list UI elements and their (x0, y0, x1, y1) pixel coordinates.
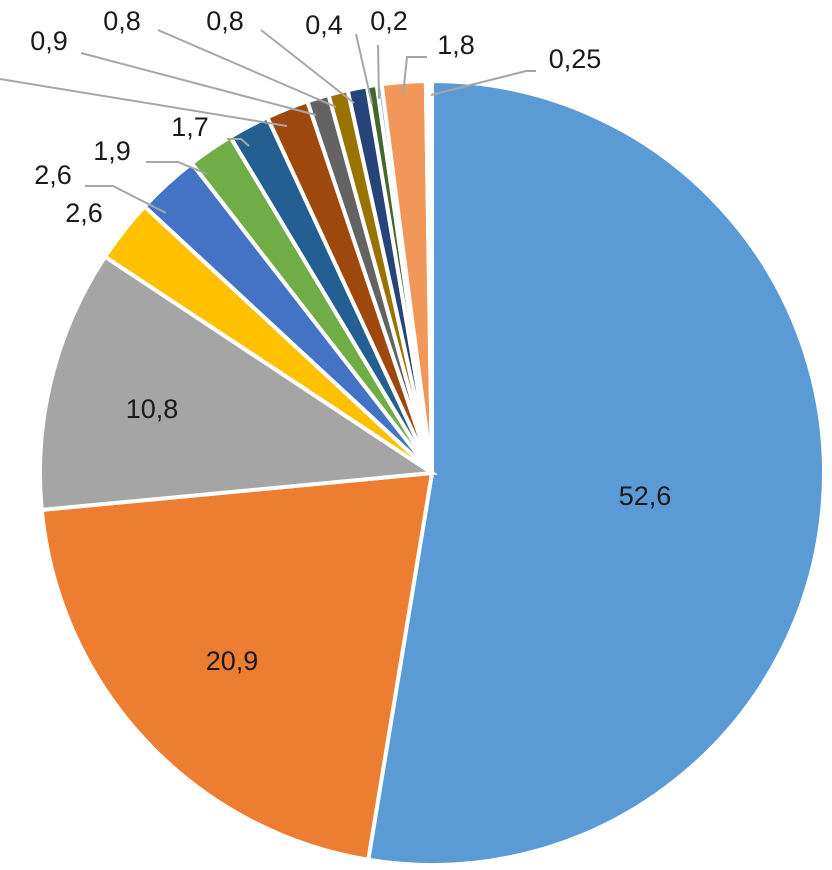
data-label: 0,8 (206, 6, 244, 36)
pie-slice (38, 253, 438, 513)
leader-line (430, 70, 536, 96)
pie-slice (39, 470, 435, 863)
leader-line (0, 78, 288, 127)
data-label: 0,4 (305, 10, 343, 40)
leader-line (146, 161, 208, 175)
data-label: 52,6 (619, 481, 672, 511)
data-label: 10,8 (126, 394, 179, 424)
data-label: 20,9 (206, 646, 259, 676)
data-label: 0,25 (549, 44, 602, 74)
pie-slice (365, 78, 826, 867)
data-label: 2,6 (65, 198, 103, 228)
data-label: 0,9 (30, 26, 68, 56)
leader-line (402, 56, 427, 96)
leader-line (227, 138, 250, 147)
data-label: 1,7 (171, 112, 209, 142)
pie-slice (423, 78, 434, 474)
data-label: 2,6 (34, 160, 72, 190)
data-label: 0,8 (103, 6, 141, 36)
leader-line (377, 44, 380, 100)
leader-line (85, 185, 167, 214)
leader-line (355, 33, 373, 105)
leader-line (260, 29, 355, 104)
leader-line (80, 52, 317, 116)
data-label: 1,9 (93, 136, 131, 166)
data-label: 1,8 (437, 30, 475, 60)
data-label: 0,2 (370, 6, 408, 36)
leader-line (157, 29, 337, 108)
